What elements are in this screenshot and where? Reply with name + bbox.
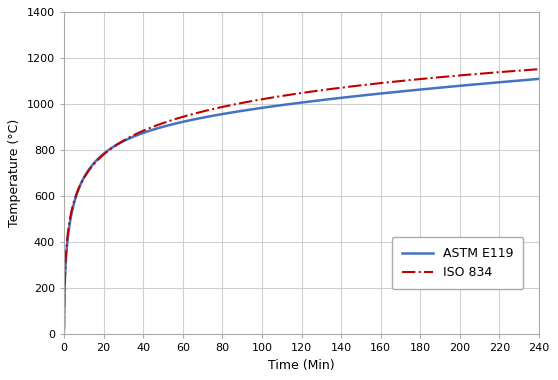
ASTM E119 <box>143 130 150 134</box>
Line: ASTM E119: ASTM E119 <box>64 79 539 329</box>
ISO 834 <box>263 96 270 101</box>
ISO 834 <box>115 141 122 146</box>
ISO 834 <box>536 67 542 71</box>
Legend: ASTM E119, ISO 834: ASTM E119, ISO 834 <box>392 237 523 289</box>
ASTM E119 <box>61 327 68 332</box>
ASTM E119 <box>115 142 122 146</box>
ASTM E119 <box>243 108 249 112</box>
ASTM E119 <box>263 105 270 109</box>
ISO 834 <box>526 68 533 72</box>
ASTM E119 <box>475 82 482 86</box>
X-axis label: Time (Min): Time (Min) <box>268 359 335 372</box>
ISO 834 <box>61 327 68 332</box>
Line: ISO 834: ISO 834 <box>64 69 539 329</box>
ISO 834 <box>143 127 150 132</box>
ISO 834 <box>243 100 249 104</box>
ASTM E119 <box>536 77 542 81</box>
ISO 834 <box>475 71 482 76</box>
ASTM E119 <box>526 78 533 82</box>
Y-axis label: Temperature (°C): Temperature (°C) <box>8 119 21 227</box>
